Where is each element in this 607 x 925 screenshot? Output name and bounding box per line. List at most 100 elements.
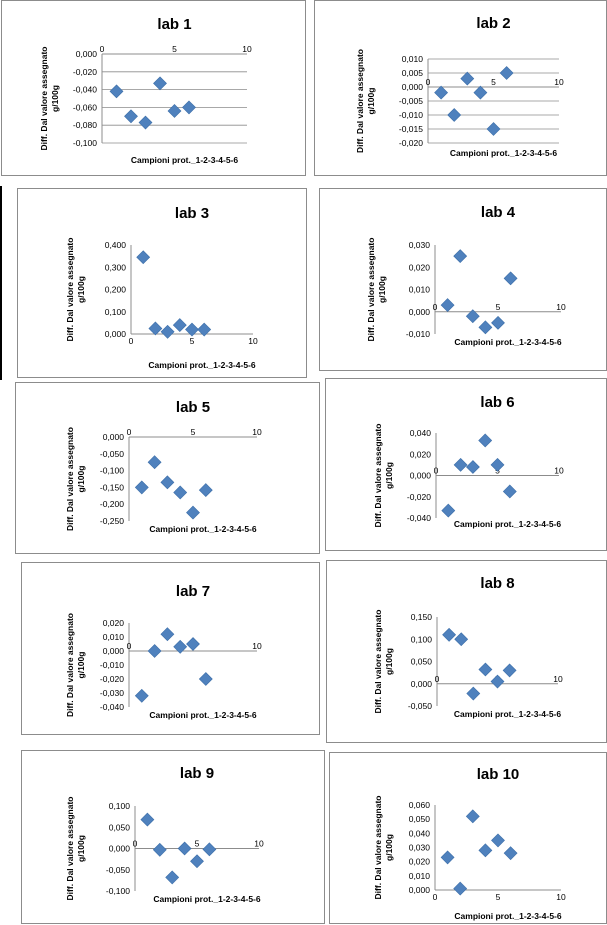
x-axis-title-lab-6: Campioni prot._1-2-3-4-5-6 (454, 519, 561, 529)
y-tick-label-lab-8-0: -0,050 (408, 701, 432, 711)
y-tick-label-lab-1-0: -0,100 (73, 138, 97, 148)
data-point-lab-1-6 (182, 100, 196, 115)
data-point-lab-10-2 (453, 881, 468, 896)
x-tick-label-lab-5-2: 10 (252, 427, 262, 437)
y-tick-label-lab-2-6: 0,010 (402, 54, 424, 64)
y-tick-label-lab-3-4: 0,400 (105, 240, 127, 250)
data-point-lab-1-1 (109, 84, 124, 99)
data-point-lab-3-6 (197, 322, 212, 337)
y-tick-label-lab-10-4: 0,040 (409, 828, 431, 838)
data-point-lab-1-5 (167, 104, 182, 118)
data-point-lab-9-6 (202, 842, 217, 857)
chart-panel-lab-4: lab 4 -0,010 0,000 0,010 0,020 0,030 0 5 10 Campi… (319, 188, 607, 371)
x-tick-label-lab-7-2: 10 (252, 641, 262, 651)
chart-title-lab-8: lab 8 (480, 575, 514, 592)
y-tick-label-lab-4-4: 0,030 (409, 240, 431, 250)
data-point-lab-7-1 (134, 688, 149, 703)
y-tick-label-lab-3-3: 0,300 (105, 262, 127, 272)
x-tick-label-lab-6-2: 10 (554, 466, 564, 476)
data-point-lab-3-1 (136, 250, 151, 265)
y-tick-label-lab-4-2: 0,010 (409, 285, 431, 295)
y-tick-label-lab-9-4: 0,100 (109, 801, 131, 811)
x-tick-label-lab-9-0: 0 (133, 839, 138, 849)
data-point-lab-8-6 (502, 663, 517, 678)
data-point-lab-6-5 (490, 457, 505, 472)
data-point-lab-9-1 (140, 812, 155, 827)
y-axis-title-lab-1-line-2: g/100g (50, 85, 60, 112)
y-tick-label-lab-2-2: -0,010 (399, 110, 423, 120)
y-tick-label-lab-5-3: -0,100 (100, 466, 124, 476)
data-point-lab-9-4 (177, 841, 192, 856)
data-point-lab-4-3 (465, 309, 480, 324)
y-axis-title-lab-5-line-2: g/100g (76, 466, 86, 493)
scatter-chart-lab-8: lab 8-0,0500,0000,0500,1000,1500510Campi… (373, 575, 563, 719)
chart-panel-lab-10: lab 10 0,000 0,010 0,020 0,030 0,040 0,050 0,06… (329, 752, 607, 924)
y-tick-label-lab-4-1: 0,000 (409, 307, 431, 317)
y-tick-label-lab-3-0: 0,000 (105, 329, 127, 339)
y-tick-label-lab-5-2: -0,150 (100, 482, 124, 492)
data-point-lab-4-4 (478, 320, 493, 335)
y-axis-title-lab-9-line-2: g/100g (76, 835, 86, 862)
chart-title-lab-2: lab 2 (476, 15, 510, 32)
y-tick-label-lab-9-0: -0,100 (106, 886, 130, 896)
data-point-lab-1-2 (124, 109, 138, 124)
chart-panel-lab-7: lab 7 -0,040 -0,030 -0,020 -0,010 0,000 0,010 0… (21, 562, 320, 735)
y-tick-label-lab-10-0: 0,000 (409, 885, 431, 895)
data-point-lab-2-2 (447, 108, 462, 122)
chart-title-lab-6: lab 6 (480, 394, 514, 411)
data-point-lab-10-5 (491, 833, 505, 848)
x-tick-label-lab-10-1: 5 (496, 892, 501, 902)
scatter-chart-lab-3: lab 3 0,000 0,100 0,200 0,300 0,400 0 5 10 Campio… (65, 205, 258, 370)
y-axis-title-lab-3-line-2: g/100g (76, 276, 86, 303)
data-point-lab-6-1 (441, 503, 456, 518)
x-axis-title-lab-7: Campioni prot._1-2-3-4-5-6 (149, 710, 256, 720)
data-point-lab-3-4 (172, 318, 187, 333)
data-point-lab-5-1 (134, 480, 149, 495)
y-tick-label-lab-5-5: 0,000 (103, 432, 125, 442)
chart-panel-lab-2: lab 2 -0,020 -0,015 -0,010 -0,005 0,000 0,005 0… (314, 0, 607, 176)
x-axis-title-lab-1: Campioni prot._1-2-3-4-5-6 (131, 155, 238, 165)
y-tick-label-lab-4-0: -0,010 (406, 329, 430, 339)
data-point-lab-7-4 (173, 639, 188, 654)
x-tick-label-lab-2-0: 0 (426, 77, 431, 87)
y-tick-label-lab-9-3: 0,050 (109, 822, 131, 832)
chart-panel-lab-3: lab 3 0,000 0,100 0,200 0,300 0,400 0 5 10 Campio… (17, 188, 307, 378)
scatter-chart-lab-5: lab 5 -0,250 -0,200 -0,150 -0,100 -0,050 0,000… (65, 399, 262, 534)
x-axis-title-lab-9: Campioni prot._1-2-3-4-5-6 (153, 894, 260, 904)
y-axis-title-lab-9-line-1: Diff. Dal valore assegnato (65, 797, 75, 901)
chart-panel-lab-8: lab 8-0,0500,0000,0500,1000,1500510Campi… (326, 560, 607, 743)
y-tick-label-lab-1-3: -0,040 (73, 85, 97, 95)
y-tick-label-lab-7-3: -0,010 (100, 660, 124, 670)
chart-title-lab-3: lab 3 (175, 205, 209, 222)
y-tick-label-lab-6-4: 0,040 (410, 428, 432, 438)
data-point-lab-6-6 (502, 484, 517, 499)
x-tick-label-lab-6-0: 0 (434, 466, 439, 476)
x-axis-title-lab-2: Campioni prot._1-2-3-4-5-6 (450, 148, 557, 158)
data-point-lab-5-2 (147, 455, 162, 470)
chart-title-lab-1: lab 1 (157, 16, 191, 33)
y-tick-label-lab-9-2: 0,000 (109, 844, 131, 854)
chart-panel-lab-1: lab 1 -0,100 -0,080 -0,060 -0,040 -0,020 0,000… (1, 0, 306, 176)
x-tick-label-lab-1-2: 10 (242, 44, 252, 54)
scatter-chart-lab-9: lab 9 -0,100 -0,050 0,000 0,050 0,100 0 5 10 Camp… (65, 765, 264, 904)
y-tick-label-lab-2-5: 0,005 (402, 68, 424, 78)
data-point-lab-8-3 (466, 686, 481, 701)
chart-title-lab-5: lab 5 (176, 399, 210, 416)
y-tick-label-lab-10-1: 0,010 (409, 871, 431, 881)
y-axis-title-lab-8-line-1: Diff. Dal valore assegnato (373, 610, 383, 714)
y-tick-label-lab-2-3: -0,005 (399, 96, 423, 106)
scatter-chart-lab-6: lab 6-0,040-0,0200,0000,0200,0400510Camp… (373, 394, 564, 529)
data-point-lab-1-4 (153, 76, 167, 91)
data-point-lab-7-6 (198, 672, 213, 686)
scatter-chart-lab-1: lab 1 -0,100 -0,080 -0,060 -0,040 -0,020 0,000… (39, 16, 252, 165)
y-tick-label-lab-8-4: 0,150 (411, 612, 433, 622)
y-tick-label-lab-1-4: -0,020 (73, 67, 97, 77)
x-tick-label-lab-5-0: 0 (127, 427, 132, 437)
data-point-lab-2-4 (473, 85, 488, 100)
data-point-lab-4-2 (453, 249, 468, 264)
y-axis-title-lab-1-line-1: Diff. Dal valore assegnato (39, 47, 49, 151)
scatter-chart-lab-10: lab 10 0,000 0,010 0,020 0,030 0,040 0,050 0,06… (373, 766, 566, 921)
data-point-lab-7-2 (147, 644, 162, 658)
scatter-chart-lab-4: lab 4 -0,010 0,000 0,010 0,020 0,030 0 5 10 Campi… (366, 204, 566, 347)
x-tick-label-lab-10-0: 0 (433, 892, 438, 902)
